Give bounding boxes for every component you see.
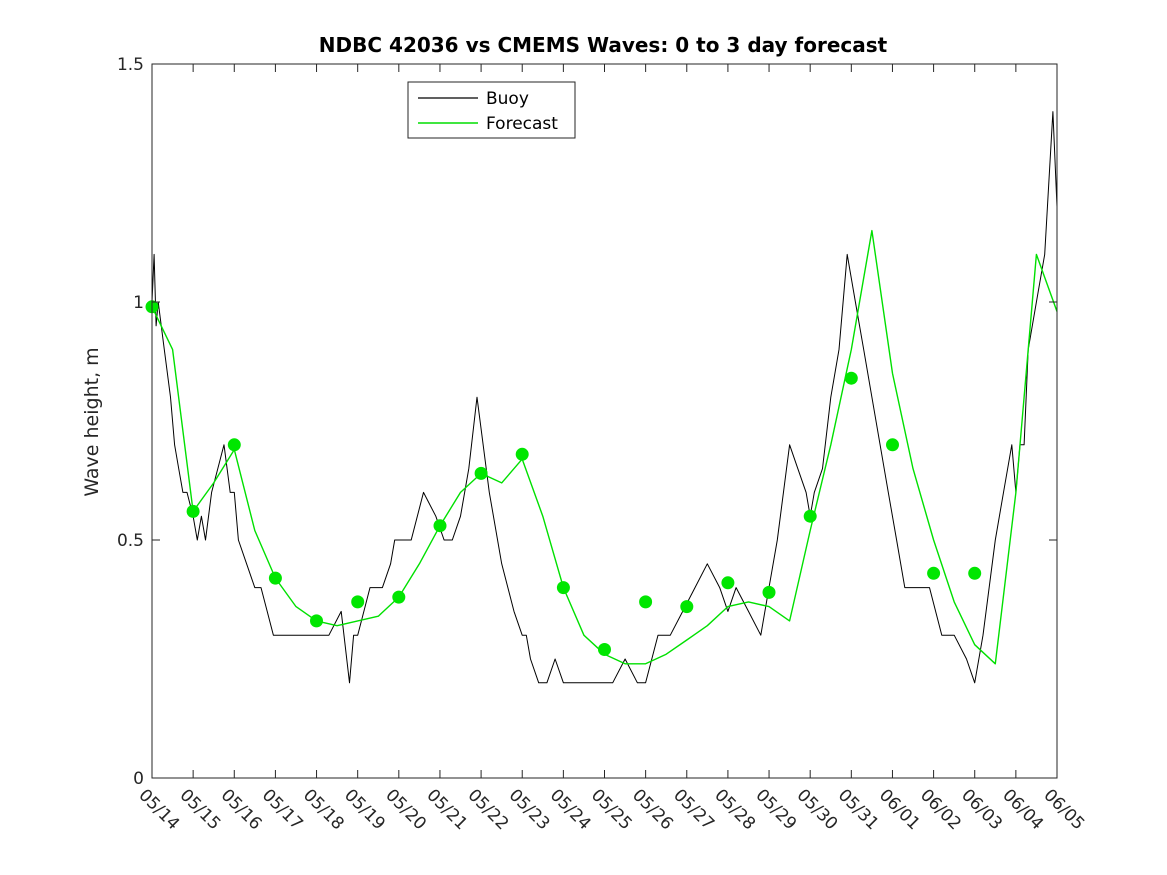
y-tick-label: 1.5 bbox=[117, 55, 144, 75]
forecast-start-marker bbox=[392, 590, 406, 604]
y-tick-label: 1 bbox=[133, 293, 144, 313]
forecast-start-marker bbox=[310, 614, 323, 628]
forecast-start-marker bbox=[474, 466, 488, 480]
forecast-start-marker bbox=[844, 371, 858, 385]
forecast-start-marker bbox=[515, 447, 529, 461]
forecast-start-marker bbox=[721, 576, 735, 590]
legend-forecast-label: Forecast bbox=[486, 114, 558, 134]
forecast-start-marker bbox=[351, 595, 365, 609]
chart-title: NDBC 42036 vs CMEMS Waves: 0 to 3 day fo… bbox=[319, 33, 888, 57]
forecast-start-marker bbox=[598, 643, 611, 656]
plot-area bbox=[152, 64, 1057, 778]
forecast-start-marker bbox=[762, 585, 776, 599]
forecast-start-marker bbox=[927, 566, 941, 580]
y-tick-label: 0 bbox=[133, 769, 144, 789]
plot-background bbox=[152, 64, 1057, 778]
forecast-start-marker bbox=[227, 438, 241, 452]
forecast-start-marker bbox=[680, 600, 694, 614]
forecast-start-marker bbox=[186, 504, 200, 518]
y-axis-label: Wave height, m bbox=[81, 347, 103, 496]
forecast-start-marker bbox=[268, 571, 282, 585]
legend-buoy-label: Buoy bbox=[486, 89, 529, 109]
y-tick-label: 0.5 bbox=[117, 531, 144, 551]
forecast-start-marker bbox=[968, 566, 982, 580]
series-line-buoy bbox=[151, 111, 1058, 684]
forecast-start-marker bbox=[886, 438, 899, 452]
forecast-start-marker bbox=[556, 581, 570, 595]
legend-box bbox=[407, 81, 576, 139]
legend: Buoy Forecast bbox=[407, 81, 576, 139]
forecast-start-marker bbox=[433, 519, 447, 533]
forecast-start-marker bbox=[803, 509, 817, 523]
forecast-start-marker bbox=[639, 595, 653, 609]
